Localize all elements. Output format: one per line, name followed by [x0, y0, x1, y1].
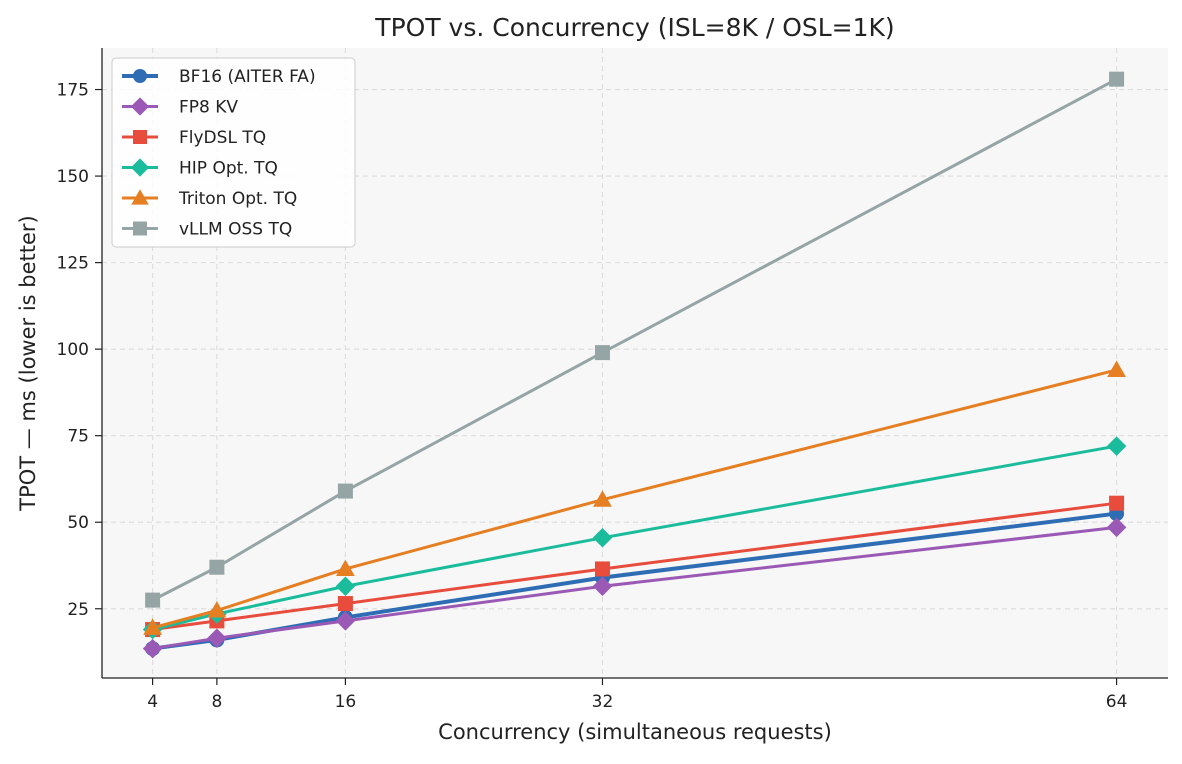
legend-marker: [133, 130, 147, 144]
data-point: [592, 576, 613, 597]
y-tick-label: 100: [57, 340, 89, 360]
data-point: [1106, 436, 1127, 456]
data-point: [1109, 71, 1125, 87]
data-point: [336, 559, 355, 576]
legend-label: BF16 (AITER FA): [179, 67, 316, 87]
data-point: [1109, 495, 1125, 511]
y-tick-label: 25: [67, 600, 89, 620]
data-point: [143, 618, 162, 635]
data-point: [337, 483, 353, 499]
x-tick-label: 16: [335, 692, 357, 712]
legend-marker: [130, 97, 150, 116]
legend-box: [111, 57, 356, 248]
x-axis-label: Concurrency (simultaneous requests): [438, 720, 832, 744]
legend-label: FP8 KV: [179, 98, 238, 118]
data-point: [145, 592, 161, 608]
series-vllm-oss-tq: [145, 71, 1125, 608]
data-point: [142, 638, 163, 659]
data-point: [209, 559, 225, 575]
x-tick-label: 4: [147, 692, 158, 712]
data-point: [337, 596, 353, 612]
data-point: [1106, 517, 1127, 538]
x-tick-label: 32: [592, 692, 614, 712]
legend-marker: [133, 221, 147, 236]
y-ticks: 25 50 75 100 125 150 175: [57, 81, 102, 620]
legend-item: FlyDSL TQ: [122, 128, 266, 148]
legend-item: FP8 KV: [122, 97, 238, 118]
data-point: [207, 601, 227, 618]
data-point: [593, 490, 612, 507]
y-tick-label: 175: [57, 81, 89, 101]
legend-marker: [131, 189, 149, 205]
legend-item: vLLM OSS TQ: [122, 220, 292, 240]
legend-item: BF16 (AITER FA): [122, 67, 316, 87]
legend-label: vLLM OSS TQ: [179, 220, 292, 240]
x-ticks: 4 8 16 32 64: [147, 678, 1127, 712]
legend: BF16 (AITER FA) FP8 KV FlyDSL TQ HIP Opt. T…: [111, 57, 356, 248]
data-point: [594, 345, 610, 361]
series-fp8-kv: [142, 517, 1127, 659]
legend-item: HIP Opt. TQ: [122, 158, 278, 179]
x-tick-label: 64: [1106, 692, 1128, 712]
data-point: [207, 628, 227, 648]
y-tick-label: 75: [67, 427, 89, 447]
data-point: [335, 611, 356, 631]
y-tick-label: 50: [67, 513, 89, 533]
legend-marker: [133, 69, 147, 83]
data-point: [335, 576, 356, 597]
data-point: [1107, 360, 1126, 377]
y-tick-label: 125: [57, 254, 89, 274]
legend-item: Triton Opt. TQ: [122, 189, 297, 209]
legend-label: FlyDSL TQ: [179, 128, 266, 148]
legend-label: Triton Opt. TQ: [178, 189, 297, 209]
series-triton-opt-tq: [143, 360, 1126, 635]
x-tick-label: 8: [211, 692, 222, 712]
series-layer: [142, 71, 1127, 659]
legend-marker: [130, 158, 150, 177]
data-point: [594, 561, 610, 577]
y-axis-label: TPOT — ms (lower is better): [16, 215, 40, 511]
y-tick-label: 150: [57, 167, 89, 187]
legend-label: HIP Opt. TQ: [179, 159, 278, 179]
data-point: [592, 528, 613, 548]
chart-title: TPOT vs. Concurrency (ISL=8K / OSL=1K): [374, 13, 894, 42]
